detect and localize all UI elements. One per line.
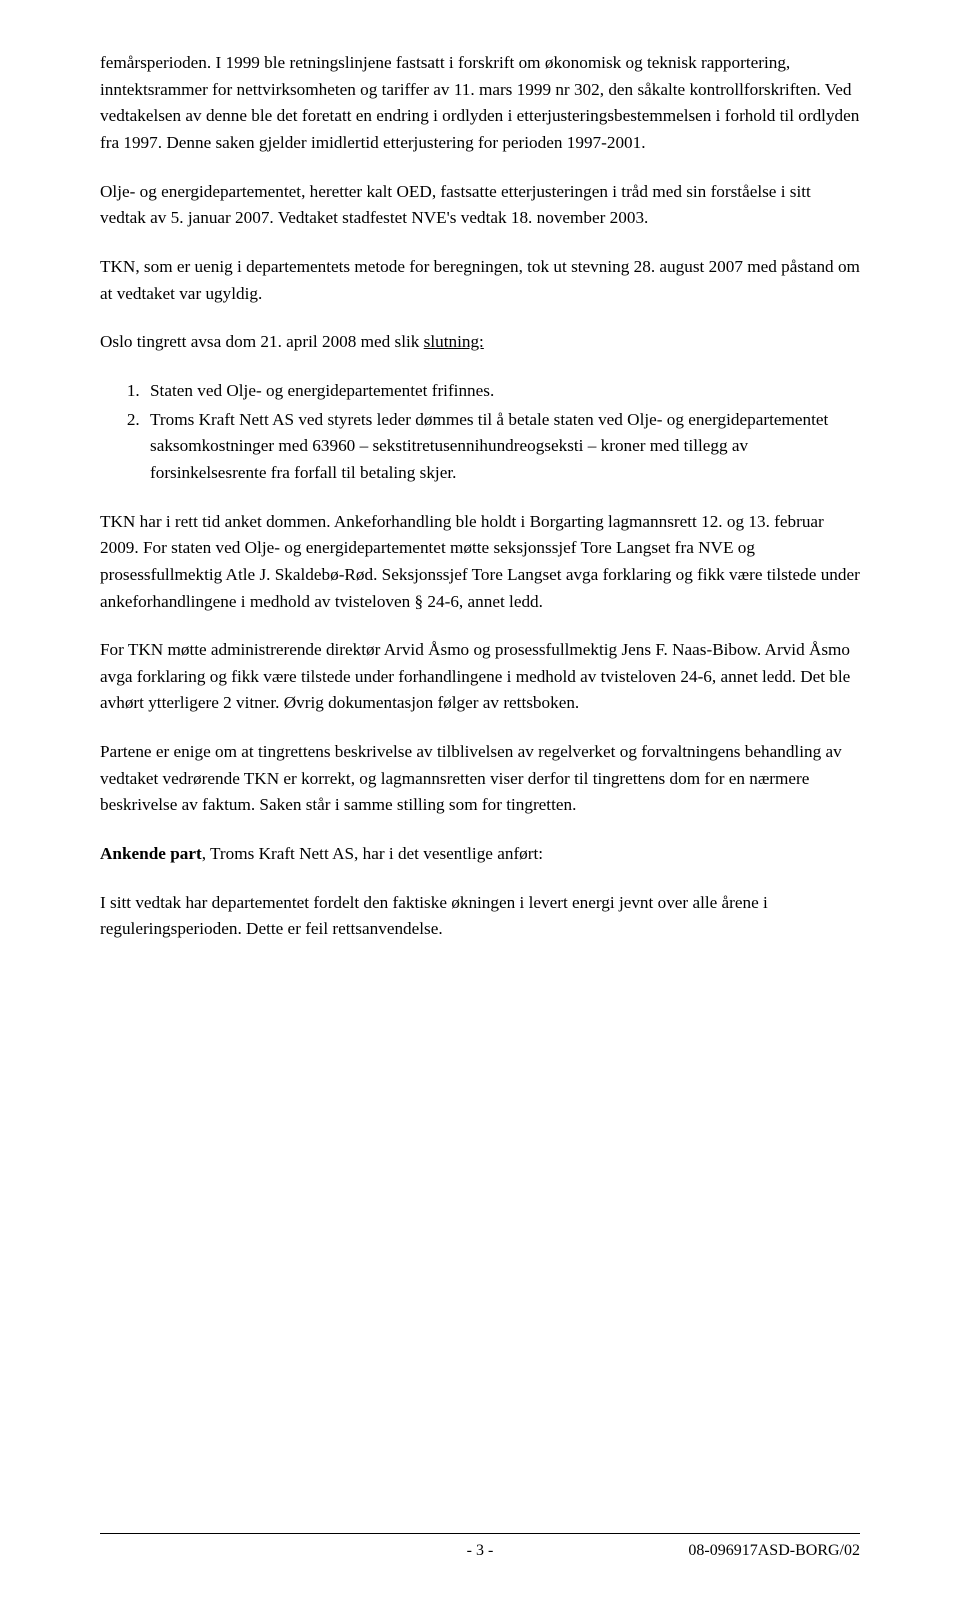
paragraph: TKN har i rett tid anket dommen. Ankefor… <box>100 509 860 616</box>
page-number: - 3 - <box>353 1542 606 1560</box>
ordered-list: Staten ved Olje- og energidepartementet … <box>100 378 860 487</box>
footer-spacer <box>100 1542 353 1560</box>
text: , Troms Kraft Nett AS, har i det vesentl… <box>202 844 543 863</box>
underlined-text: slutning: <box>424 332 484 351</box>
paragraph: Partene er enige om at tingrettens beskr… <box>100 739 860 819</box>
text: Oslo tingrett avsa dom 21. april 2008 me… <box>100 332 424 351</box>
paragraph: For TKN møtte administrerende direktør A… <box>100 637 860 717</box>
case-reference: 08-096917ASD-BORG/02 <box>607 1542 860 1560</box>
paragraph: femårsperioden. I 1999 ble retningslinje… <box>100 50 860 157</box>
paragraph: I sitt vedtak har departementet fordelt … <box>100 890 860 943</box>
document-body: femårsperioden. I 1999 ble retningslinje… <box>100 50 860 1533</box>
paragraph: Olje- og energidepartementet, heretter k… <box>100 179 860 232</box>
list-item: Staten ved Olje- og energidepartementet … <box>144 378 860 405</box>
paragraph: Ankende part, Troms Kraft Nett AS, har i… <box>100 841 860 868</box>
paragraph: Oslo tingrett avsa dom 21. april 2008 me… <box>100 329 860 356</box>
page-footer: - 3 - 08-096917ASD-BORG/02 <box>100 1533 860 1560</box>
bold-text: Ankende part <box>100 844 202 863</box>
paragraph: TKN, som er uenig i departementets metod… <box>100 254 860 307</box>
list-item: Troms Kraft Nett AS ved styrets leder dø… <box>144 407 860 487</box>
